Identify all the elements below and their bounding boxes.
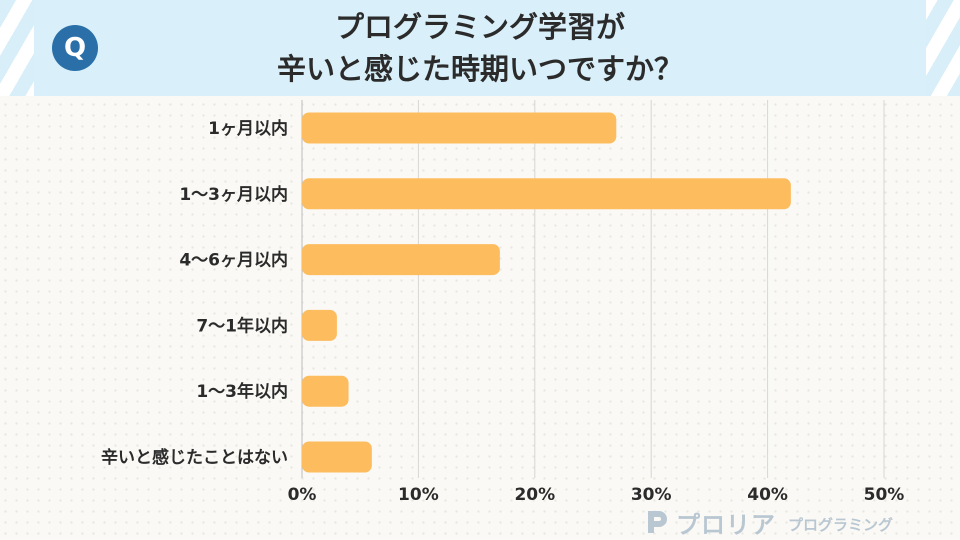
title-line-2: 辛いと感じた時期いつですか？ — [276, 52, 683, 86]
q-badge-icon: Q — [52, 25, 98, 71]
x-tick-label: 10% — [398, 485, 439, 505]
header-banner: Q プログラミング学習が 辛いと感じた時期いつですか？ — [0, 0, 960, 96]
category-label: 1～3年以内 — [196, 381, 288, 402]
category-label: 1～3ヶ月以内 — [179, 184, 288, 205]
bar — [302, 112, 617, 144]
title-line-1: プログラミング学習が — [334, 10, 625, 44]
x-tick-label: 20% — [514, 485, 555, 505]
category-label: 辛いと感じたことはない — [101, 447, 288, 468]
q-badge-letter: Q — [63, 33, 87, 63]
bar — [302, 309, 337, 341]
footer-logo: プロリア プログラミング — [644, 506, 894, 539]
logo-main-text: プロリア — [676, 510, 776, 539]
x-tick-label: 40% — [747, 485, 788, 505]
bar — [302, 178, 791, 210]
bar — [302, 375, 349, 407]
x-tick-label: 30% — [631, 485, 672, 505]
p-logo-icon — [648, 511, 667, 533]
x-tick-label: 0% — [288, 485, 317, 505]
bar — [302, 441, 372, 473]
x-tick-label: 50% — [864, 485, 905, 505]
category-label: 7～1年以内 — [196, 315, 288, 336]
category-label: 4～6ヶ月以内 — [179, 250, 288, 271]
logo-sub-text: プログラミング — [788, 515, 894, 534]
page-title: プログラミング学習が 辛いと感じた時期いつですか？ — [120, 6, 840, 90]
bar — [302, 244, 500, 276]
category-label: 1ヶ月以内 — [208, 118, 288, 139]
header-panel — [34, 0, 926, 96]
